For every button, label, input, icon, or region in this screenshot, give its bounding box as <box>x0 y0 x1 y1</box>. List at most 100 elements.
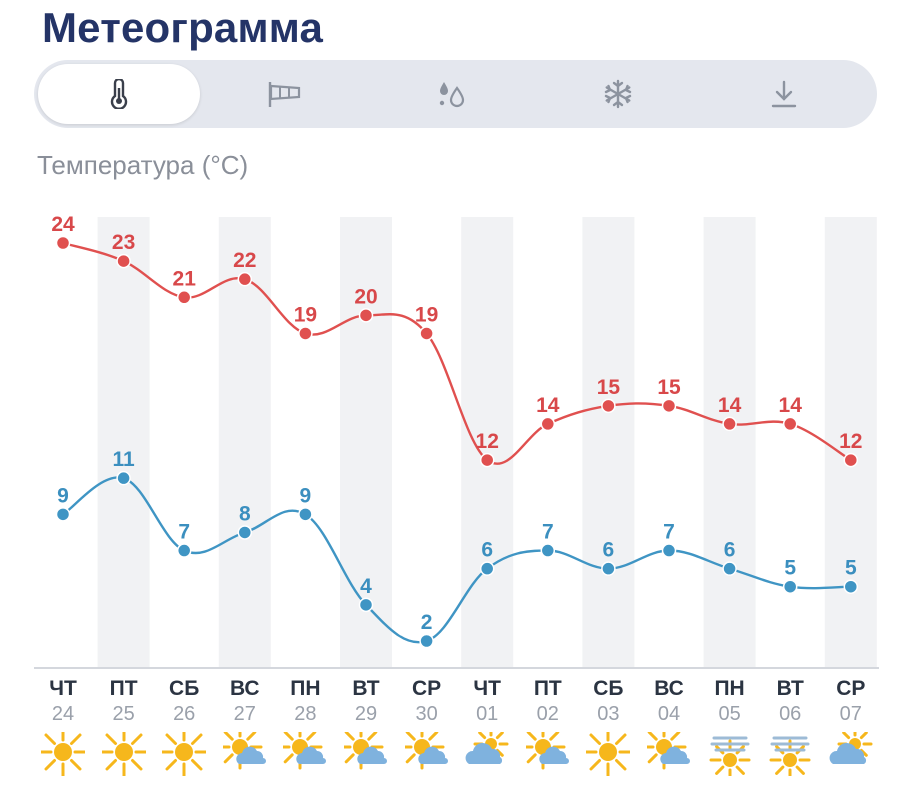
min-temperature-point <box>479 561 495 576</box>
day-column: СБ 26 <box>149 676 219 776</box>
thermometer-icon <box>110 79 128 109</box>
min-temperature-label: 11 <box>112 448 135 471</box>
day-column: ПТ 25 <box>89 676 159 776</box>
max-temperature-label: 20 <box>354 285 377 308</box>
weekday-label: ВС <box>654 677 684 700</box>
sun-cloud-icon <box>647 732 690 770</box>
tab-download[interactable] <box>703 64 865 124</box>
min-temperature-point <box>298 507 313 522</box>
column-stripe <box>461 217 514 668</box>
day-column: СБ 03 <box>573 676 643 776</box>
weekday-label: ПТ <box>109 677 138 700</box>
max-temperature-point <box>601 398 616 414</box>
max-temperature-point <box>479 452 495 468</box>
day-column: ВТ 06 <box>755 676 825 776</box>
tab-precipitation[interactable] <box>371 64 533 124</box>
max-temperature-label: 19 <box>415 303 438 326</box>
date-label: 26 <box>173 703 196 725</box>
max-temperature-point <box>782 416 798 432</box>
day-column: ЧТ 01 <box>452 676 522 776</box>
weekday-label: ЧТ <box>473 677 501 700</box>
download-icon <box>771 80 797 108</box>
snowflake-icon <box>604 79 632 109</box>
min-temperature-point <box>55 507 71 522</box>
meteogram-tab-bar <box>34 60 877 128</box>
min-temperature-label: 6 <box>724 539 736 562</box>
column-stripe <box>582 217 635 668</box>
column-stripe <box>340 217 392 668</box>
weekday-label: ВС <box>230 677 260 700</box>
max-temperature-point <box>176 290 192 305</box>
day-column: ПН 05 <box>695 676 765 776</box>
page-title: Метеограмма <box>42 4 324 51</box>
max-temperature-label: 12 <box>839 430 862 453</box>
day-column: ВС 04 <box>634 676 704 776</box>
min-temperature-label: 7 <box>542 521 554 544</box>
date-label: 30 <box>415 703 438 725</box>
tab-wind[interactable] <box>204 64 366 124</box>
min-temperature-label: 7 <box>178 521 190 544</box>
day-column: ВТ 29 <box>331 676 401 776</box>
max-temperature-label: 14 <box>779 394 803 417</box>
min-temperature-label: 2 <box>421 611 433 634</box>
date-label: 29 <box>354 703 378 725</box>
weekday-label: СБ <box>169 677 200 700</box>
min-temperature-point <box>116 470 131 486</box>
weekday-label: ВТ <box>776 677 804 700</box>
min-temperature-label: 5 <box>784 557 796 580</box>
max-temperature-label: 24 <box>51 213 75 236</box>
max-temperature-label: 15 <box>597 376 621 399</box>
max-temperature-label: 19 <box>294 303 317 326</box>
sun-icon <box>41 732 85 776</box>
weekday-label: ПН <box>714 677 745 700</box>
water-drops-icon <box>439 82 465 108</box>
weekday-label: СР <box>412 677 442 700</box>
sun-cloud-icon <box>525 732 569 770</box>
min-temperature-label: 9 <box>57 484 69 507</box>
day-column: СР 07 <box>816 676 886 776</box>
min-temperature-point <box>843 579 859 594</box>
min-temperature-label: 6 <box>603 539 615 562</box>
day-column: ЧТ 24 <box>28 676 98 776</box>
day-column: ПН 28 <box>270 676 340 776</box>
column-stripe <box>97 217 150 668</box>
date-label: 28 <box>294 703 317 725</box>
min-temperature-point <box>358 597 374 613</box>
sun-cloud-icon <box>344 732 387 770</box>
day-column: СР 30 <box>392 676 462 776</box>
day-column: ПТ 02 <box>513 676 583 776</box>
max-temperature-label: 15 <box>657 376 681 399</box>
max-temperature-line <box>62 241 852 465</box>
date-label: 02 <box>536 703 559 725</box>
tab-snow[interactable] <box>537 64 699 124</box>
min-temperature-label: 9 <box>300 484 312 507</box>
min-temperature-point <box>782 579 798 594</box>
max-temperature-point <box>419 326 434 341</box>
fog-sun-icon <box>769 736 811 776</box>
min-temperature-label: 4 <box>360 575 372 598</box>
sun-icon <box>586 732 631 776</box>
day-column: ВС 27 <box>210 676 280 776</box>
max-temperature-label: 14 <box>536 394 560 417</box>
max-temperature-label: 14 <box>718 394 742 417</box>
max-temperature-point <box>540 416 556 432</box>
max-temperature-point <box>298 326 313 341</box>
sun-cloud-icon <box>404 732 448 770</box>
weekday-label: ПН <box>290 677 321 700</box>
fog-sun-icon <box>709 736 751 776</box>
min-temperature-point <box>601 561 616 576</box>
day-axis: ЧТ 24 ПТ 25 СБ 26 ВС 27 ПН 28 ВТ 29 СР 30 ЧТ 01 ПТ 02 СБ 03… <box>0 676 913 800</box>
max-temperature-point <box>55 235 71 251</box>
date-label: 25 <box>112 703 135 725</box>
weekday-label: СБ <box>593 677 624 700</box>
date-label: 04 <box>657 703 681 725</box>
date-label: 05 <box>718 703 741 725</box>
date-label: 27 <box>233 703 256 725</box>
min-temperature-point <box>722 561 737 576</box>
max-temperature-point <box>237 271 253 287</box>
min-temperature-label: 5 <box>845 557 857 580</box>
tab-temperature[interactable] <box>38 64 200 124</box>
min-temperature-label: 8 <box>239 502 251 525</box>
min-temperature-label: 7 <box>663 521 675 544</box>
min-temperature-point <box>419 633 434 649</box>
